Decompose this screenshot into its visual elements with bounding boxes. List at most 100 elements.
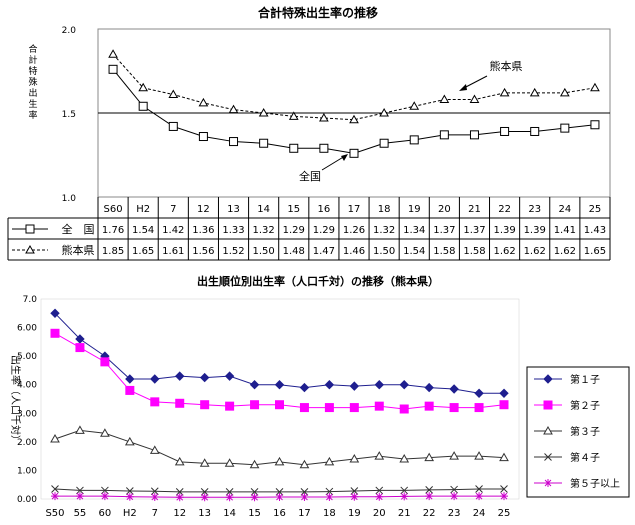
chart2-data-point [150, 493, 159, 501]
chart2-data-point [449, 451, 459, 460]
chart2-ytick-label: 0.00 [17, 495, 37, 505]
chart1-table-value: 1.65 [132, 246, 154, 257]
chart2-x-category: H2 [123, 508, 137, 519]
chart2-data-point [274, 456, 285, 466]
chart1-data-point [529, 87, 540, 97]
chart2-legend-marker [543, 425, 553, 435]
chart2-ytick-label: 7.0 [23, 295, 38, 305]
chart1-annotation-national-arrowhead [341, 154, 348, 161]
chart1-data-point [138, 101, 148, 111]
chart1-data-point [349, 114, 359, 124]
chart1-data-point [198, 97, 209, 107]
chart1-data-point [439, 94, 450, 104]
chart2-data-point [499, 388, 509, 398]
chart1-data-point [560, 123, 570, 133]
chart2-data-point [124, 436, 135, 446]
chart1-table-value: 1.62 [524, 246, 546, 257]
chart1-x-category: 16 [318, 204, 331, 215]
chart2-data-point [374, 451, 385, 460]
chart1-data-table: S60 H2 7 12 13 14 15 16 17 18 19 20 21 22 23 24 25 全 国 1.7… [7, 197, 611, 261]
chart2-data-point [375, 492, 384, 501]
chart1-x-category: 14 [257, 204, 270, 215]
fertility-rate-chart: 合計特殊出生率の推移 2.0 1.5 1.0 熊本県 全国 S60 H2 7 12 13 14… [7, 5, 611, 261]
chart2-plot-area [40, 298, 520, 500]
birth-order-chart: 出生順位別出生率（人口千対）の推移（熊本県） 出生率（人口千対） 7.0 6.00… [9, 274, 630, 519]
chart2-data-point [349, 403, 359, 413]
chart2-data-point [324, 456, 335, 466]
chart1-x-category: 22 [498, 204, 511, 215]
chart2-x-ticks: S50 55 60 H2 7 12 13 14 15 16 17 18 19 20 21 22 23 24 25 [45, 508, 510, 519]
chart2-x-category: 15 [248, 508, 261, 519]
chart2-data-point [200, 488, 209, 496]
chart1-table-value: 1.56 [192, 246, 214, 257]
chart1-table-value: 1.50 [253, 246, 275, 257]
chart2-data-point [225, 488, 234, 496]
chart1-data-point [259, 138, 269, 148]
chart2-data-point [224, 458, 235, 467]
chart2-data-point [250, 488, 259, 496]
chart2-title: 出生順位別出生率（人口千対）の推移（熊本県） [197, 274, 439, 288]
chart2-x-category: 22 [423, 508, 436, 519]
chart2-legend-label: 第４子 [570, 451, 600, 464]
chart2-data-point [76, 486, 84, 495]
chart2-data-point [150, 487, 159, 496]
chart2-legend-label: 第３子 [570, 425, 600, 438]
chart2-ytick-label: 1.00 [17, 466, 37, 476]
chart2-data-point [325, 487, 334, 496]
chart1-table-value: 1.54 [403, 246, 425, 257]
chart2-y-ticks: 7.0 6.00 5.00 4.00 3.00 2.00 1.00 0.00 [17, 295, 37, 505]
chart1-ylabel-char: 率 [28, 109, 37, 121]
chart1-data-point [198, 132, 208, 142]
chart2-ylabel: 出生率（人口千対） [9, 355, 22, 445]
chart2-legend-marker [544, 479, 552, 487]
chart1-x-category: S60 [104, 204, 123, 215]
chart1-table-row-label: 熊本県 [62, 243, 95, 257]
chart2-data-point [100, 357, 110, 367]
chart2-data-point [150, 374, 160, 384]
chart2-data-point [450, 492, 459, 501]
chart2-data-point [424, 401, 434, 411]
chart2-x-category: 21 [398, 508, 411, 519]
chart2-data-point [75, 334, 85, 344]
chart2-data-point [75, 492, 84, 501]
chart2-x-category: 20 [373, 508, 386, 519]
chart1-data-point [168, 121, 178, 131]
chart2-data-point [199, 458, 210, 467]
chart1-data-point [409, 101, 420, 110]
chart1-table-value: 1.46 [343, 246, 365, 257]
chart1-data-point [228, 104, 239, 114]
chart2-data-point [225, 493, 234, 502]
chart1-table-value: 1.76 [102, 225, 124, 236]
chart2-data-point [400, 492, 409, 501]
chart2-data-point [125, 487, 134, 495]
chart2-data-point [100, 492, 109, 501]
chart1-table-value: 1.36 [192, 225, 214, 236]
chart1-ytick-label: 1.0 [62, 194, 77, 204]
chart1-ylabel-char: 特 [28, 65, 37, 77]
chart1-y-ticks: 2.0 1.5 1.0 [62, 26, 77, 204]
chart2-legend-marker [543, 400, 553, 410]
chart2-data-point [500, 485, 508, 493]
chart2-data-point [474, 388, 484, 398]
chart1-data-point [379, 107, 389, 117]
chart1-data-point [469, 130, 479, 140]
chart2-data-point [174, 456, 185, 466]
chart2-ytick-label: 4.00 [17, 381, 37, 391]
chart1-data-point [319, 113, 329, 122]
chart2-legend-marker [543, 374, 553, 384]
chart2-data-point [475, 485, 483, 493]
chart1-table-row-label: 全 国 [62, 222, 95, 236]
chart1-table-value: 1.58 [463, 246, 485, 257]
chart2-data-point [425, 492, 434, 501]
chart2-data-point [275, 493, 284, 501]
chart1-table-value: 1.32 [253, 225, 275, 236]
chart2-data-point [349, 453, 360, 463]
chart2-ytick-label: 5.00 [17, 352, 37, 362]
chart2-data-point [325, 493, 334, 501]
chart1-table-value: 1.29 [283, 225, 305, 236]
chart1-table-value: 1.62 [493, 246, 515, 257]
chart2-data-point [51, 485, 59, 493]
chart2-data-point [200, 400, 210, 410]
chart2-x-category: 16 [273, 508, 286, 519]
chart1-table-legend-marker [25, 244, 35, 254]
